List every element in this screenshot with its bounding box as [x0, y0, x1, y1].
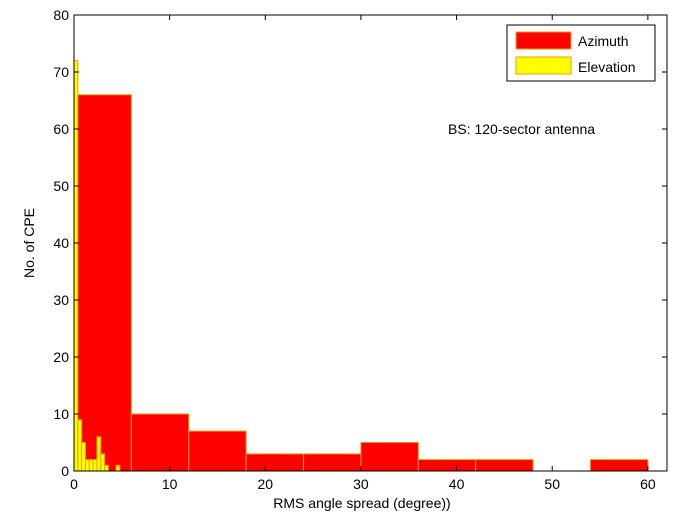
x-tick-label: 10	[162, 476, 178, 492]
y-tick-label: 10	[53, 406, 69, 422]
y-tick-label: 60	[53, 121, 69, 137]
legend: Azimuth Elevation	[506, 24, 656, 82]
azimuth-bar-0	[73, 94, 132, 472]
elevation-bar-6	[96, 436, 102, 472]
elevation-bar-8	[104, 464, 109, 472]
y-axis-label: No. of CPE	[21, 208, 37, 278]
x-tick-label: 0	[70, 476, 78, 492]
x-tick-label: 30	[353, 476, 369, 492]
azimuth-bar-1	[130, 413, 190, 472]
annotation-text: BS: 120-sector antenna	[448, 121, 595, 137]
azimuth-bar-4	[303, 453, 362, 472]
x-axis-label: RMS angle spread (degree))	[273, 495, 450, 511]
azimuth-bars	[73, 94, 649, 472]
y-tick-label: 40	[53, 235, 69, 251]
elevation-bar-3	[84, 459, 90, 472]
y-tick-label: 50	[53, 178, 69, 194]
azimuth-bar-5	[360, 442, 419, 472]
legend-swatch-elevation	[515, 56, 572, 75]
y-tick-label: 20	[53, 349, 69, 365]
elevation-bar-7	[100, 453, 106, 472]
x-tick-label: 40	[449, 476, 465, 492]
azimuth-bar-6	[417, 459, 477, 472]
x-axis-ticks: 0 10 20 30 40 50 60	[70, 15, 656, 492]
azimuth-bar-9	[589, 459, 649, 472]
azimuth-bar-2	[188, 430, 247, 472]
elevation-bar-1	[77, 419, 83, 472]
x-tick-label: 60	[640, 476, 656, 492]
legend-label-azimuth: Azimuth	[578, 33, 629, 49]
legend-label-elevation: Elevation	[578, 59, 636, 75]
y-tick-label: 70	[53, 64, 69, 80]
legend-swatch-azimuth	[515, 31, 572, 50]
y-axis-ticks: 0 10 20 30 40 50 60 70 80	[53, 7, 667, 479]
plot-area	[74, 15, 667, 471]
elevation-bar-2	[81, 442, 86, 472]
elevation-bar-5	[92, 459, 98, 472]
y-tick-label: 0	[61, 463, 69, 479]
x-tick-label: 20	[258, 476, 274, 492]
azimuth-bar-7	[475, 459, 534, 472]
elevation-bar-11	[115, 464, 121, 472]
x-tick-label: 50	[544, 476, 560, 492]
y-tick-label: 80	[53, 7, 69, 23]
elevation-bar-0	[73, 60, 79, 472]
elevation-bar-4	[88, 459, 94, 472]
y-tick-label: 30	[53, 292, 69, 308]
azimuth-bar-3	[245, 453, 305, 472]
